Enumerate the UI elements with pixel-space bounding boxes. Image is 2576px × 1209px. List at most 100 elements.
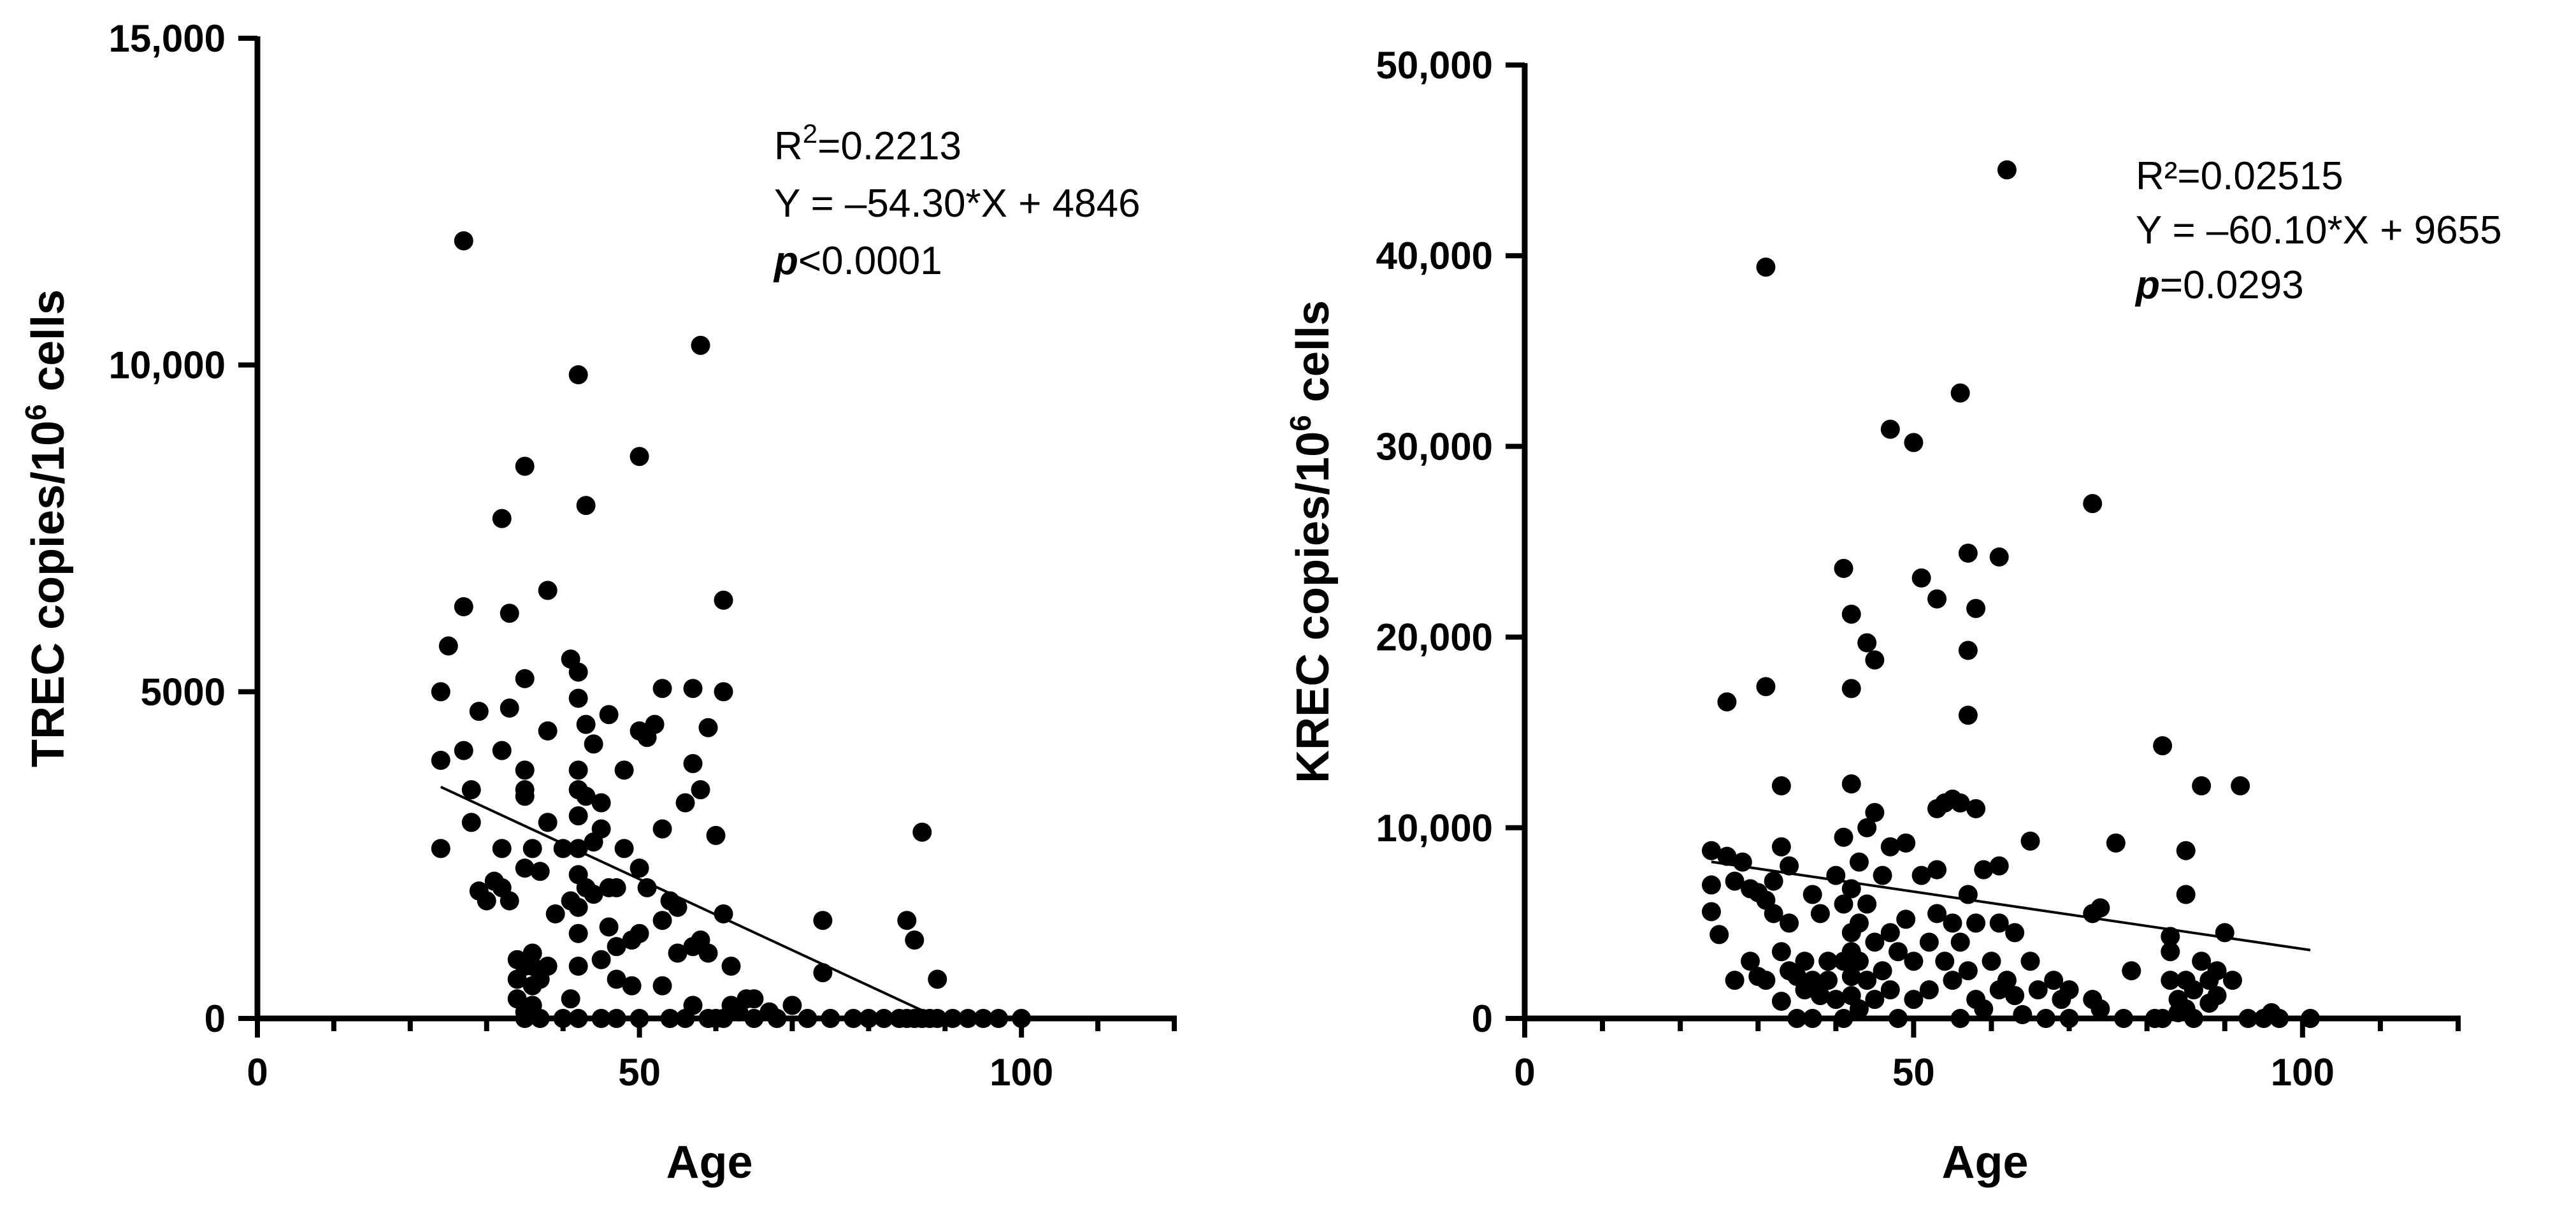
- krec-data-point: [2059, 1009, 2079, 1028]
- krec-data-point: [1741, 952, 1760, 971]
- krec-data-point: [1771, 942, 1791, 962]
- krec-data-point: [1966, 913, 1986, 933]
- trec-data-point: [515, 456, 535, 476]
- krec-data-point: [1896, 909, 1916, 929]
- krec-data-point: [1764, 904, 1783, 923]
- krec-data-point: [2090, 999, 2110, 1019]
- trec-data-point: [469, 702, 489, 721]
- trec-data-point: [492, 839, 512, 858]
- krec-data-point: [2270, 1009, 2289, 1028]
- trec-data-point: [461, 813, 481, 832]
- krec-data-point: [2184, 1009, 2203, 1028]
- krec-data-point: [2114, 1009, 2134, 1028]
- krec-data-point: [1857, 894, 1877, 914]
- krec-annotation-r2-value: =0.02515: [2177, 154, 2343, 198]
- krec-data-point: [1787, 1009, 1807, 1028]
- krec-x-axis-title: Age: [1941, 1137, 2028, 1188]
- trec-data-point: [492, 509, 512, 528]
- krec-data-point: [2122, 961, 2141, 981]
- trec-data-point: [844, 1009, 863, 1028]
- krec-data-point: [1966, 598, 1986, 618]
- trec-y-tick-label: 0: [205, 997, 226, 1040]
- trec-scatter-panel: 0 50 100 0 5000 10,000 15,000 Age TREC copies/10…: [19, 17, 1177, 1188]
- krec-data-point: [1756, 677, 1776, 697]
- krec-data-point: [2153, 736, 2173, 756]
- trec-y-tick-label: 15,000: [108, 17, 226, 60]
- krec-data-point: [1818, 971, 1838, 990]
- krec-data-point: [1841, 604, 1861, 624]
- krec-data-point: [1802, 885, 1822, 904]
- krec-data-point: [2192, 952, 2212, 971]
- trec-data-point: [500, 891, 519, 911]
- krec-data-point: [2020, 952, 2040, 971]
- krec-data-point: [1958, 641, 1978, 660]
- trec-data-point: [668, 897, 687, 917]
- krec-data-point: [2044, 971, 2064, 990]
- trec-data-point: [538, 956, 558, 976]
- krec-data-point: [1818, 952, 1838, 971]
- trec-data-point: [691, 780, 710, 800]
- krec-annotation-equation: Y = –60.10*X + 9655: [2136, 208, 2502, 252]
- krec-data-point: [1857, 971, 1877, 990]
- trec-annotation-r2-value: =0.2213: [817, 124, 961, 168]
- trec-data-point: [454, 741, 473, 760]
- trec-annotation-r2-sup: 2: [803, 119, 817, 148]
- trec-data-point: [568, 1009, 588, 1028]
- trec-data-point: [591, 793, 611, 813]
- krec-y-tick-label: 20,000: [1376, 616, 1493, 659]
- trec-data-point: [645, 714, 665, 734]
- trec-y-tick-label: 10,000: [108, 344, 226, 387]
- krec-data-point: [1717, 692, 1737, 712]
- krec-data-point: [1780, 856, 1799, 876]
- krec-data-point: [1841, 967, 1861, 987]
- krec-data-point: [1950, 383, 1970, 403]
- krec-data-point: [1841, 679, 1861, 699]
- trec-annotation-r2: R2=0.2213: [774, 119, 961, 168]
- krec-data-point: [1841, 774, 1861, 793]
- krec-data-point: [1826, 990, 1846, 1010]
- trec-data-point: [522, 943, 542, 963]
- trec-data-point: [584, 734, 603, 754]
- trec-data-point: [630, 1009, 649, 1028]
- trec-data-point: [668, 943, 687, 963]
- trec-data-point: [813, 911, 833, 930]
- krec-data-point: [1802, 1009, 1822, 1028]
- krec-data-point: [1974, 999, 1994, 1019]
- krec-data-point: [1771, 837, 1791, 857]
- krec-data-point: [2059, 980, 2079, 1000]
- krec-data-point: [1880, 419, 1900, 439]
- krec-data-point: [1834, 558, 1853, 578]
- krec-data-point: [1927, 860, 1947, 880]
- krec-data-point: [1849, 913, 1869, 933]
- krec-data-point: [2215, 923, 2234, 943]
- krec-data-point: [1997, 160, 2017, 180]
- krec-data-point: [1927, 904, 1947, 923]
- krec-y-axis-title: KREC copies/106 cells: [1284, 300, 1339, 783]
- krec-y-axis-title-tail: cells: [1288, 300, 1339, 415]
- krec-data-point: [1982, 952, 2001, 971]
- krec-x-tick-label: 50: [1892, 1051, 1935, 1094]
- krec-scatter-panel: 0 50 100 0 10,000 20,000 30,000 40,000 50,000 Age…: [1284, 44, 2502, 1188]
- krec-data-point: [1904, 952, 1924, 971]
- trec-y-axis-title-main: TREC copies/10: [23, 421, 74, 767]
- trec-annotation-p-symbol: p: [773, 239, 798, 283]
- trec-data-point: [683, 995, 703, 1015]
- krec-x-tick-label: 0: [1514, 1051, 1535, 1094]
- krec-data-point: [1889, 1009, 1908, 1028]
- trec-data-point: [500, 604, 519, 623]
- trec-x-tick-label: 100: [989, 1051, 1053, 1094]
- trec-annotation-r2-prefix: R: [774, 124, 803, 168]
- trec-data-point: [928, 1009, 947, 1028]
- trec-data-point: [431, 750, 450, 770]
- krec-x-tick-label: 100: [2271, 1051, 2335, 1094]
- trec-annotation-equation: Y = –54.30*X + 4846: [774, 182, 1140, 226]
- trec-data-point: [545, 904, 565, 923]
- trec-data-point: [438, 636, 458, 656]
- trec-data-point: [614, 839, 634, 858]
- trec-data-point: [492, 741, 512, 760]
- trec-data-point: [652, 679, 672, 699]
- krec-data-point: [1896, 833, 1916, 853]
- trec-data-point: [568, 806, 588, 826]
- trec-data-point: [568, 688, 588, 708]
